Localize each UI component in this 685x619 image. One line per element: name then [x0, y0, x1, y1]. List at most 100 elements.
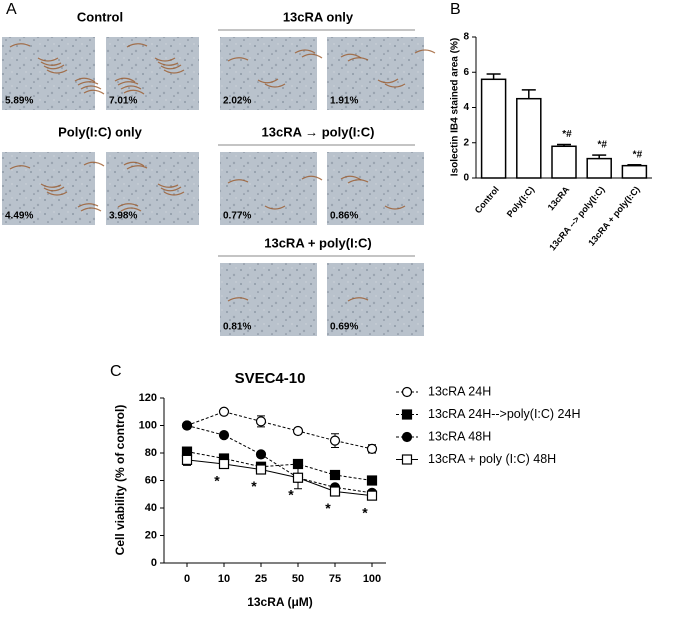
x-tick-label: 0	[184, 573, 190, 585]
y-tick-label: 0	[463, 173, 469, 184]
micrograph-title: 13cRA only	[283, 9, 354, 24]
y-tick-label: 4	[463, 102, 469, 113]
vessel	[114, 77, 136, 83]
vessel	[74, 77, 96, 83]
significance-label: *#	[633, 149, 643, 160]
series-line	[186, 425, 373, 494]
micrograph	[220, 152, 317, 225]
vessel	[160, 186, 182, 192]
y-tick-label: 8	[463, 32, 469, 43]
vessel	[80, 85, 102, 90]
micrograph-label: 0.86%	[330, 211, 358, 222]
y-tick-label: 80	[145, 447, 157, 459]
micrograph-title: Control	[77, 9, 123, 24]
vessel	[126, 165, 148, 170]
point	[181, 420, 193, 431]
vessel	[227, 179, 249, 184]
vessel	[83, 161, 105, 167]
micrograph-label: 0.77%	[223, 211, 251, 222]
x-tick-label: 10	[218, 573, 230, 585]
point	[329, 469, 341, 481]
legend-label: 13cRA 24H-->poly(I:C) 24H	[428, 407, 581, 421]
y-tick-label: 40	[145, 502, 157, 514]
vessel	[301, 175, 323, 181]
x-tick-label: 13cRA	[546, 184, 572, 212]
micrograph-label: 1.91%	[330, 96, 358, 107]
point	[218, 406, 230, 417]
significance-label: *	[288, 486, 294, 502]
micrograph-title: Poly(I:C) only	[58, 124, 143, 139]
point	[292, 425, 304, 437]
significance-label: *#	[562, 129, 572, 140]
vessel	[123, 161, 145, 167]
series-line	[186, 451, 373, 481]
y-tick-label: 2	[463, 137, 469, 148]
vessel	[347, 57, 369, 62]
vessel	[384, 205, 406, 210]
point	[181, 454, 193, 465]
vessel	[43, 64, 65, 70]
bar	[551, 145, 577, 179]
x-tick-label: 75	[329, 573, 341, 585]
vessel	[40, 61, 62, 66]
point	[218, 430, 230, 441]
series-line	[186, 411, 373, 450]
y-tick-label: 20	[145, 529, 157, 541]
vessel	[163, 69, 185, 74]
vessel	[9, 43, 31, 48]
point	[366, 475, 378, 486]
vessel	[160, 64, 182, 70]
micrograph	[220, 37, 317, 110]
panel-label: C	[110, 363, 122, 380]
vessel	[77, 203, 99, 208]
micrograph-label: 3.98%	[109, 211, 137, 222]
micrograph-label: 4.49%	[5, 211, 33, 222]
vessel	[120, 207, 142, 212]
y-axis-label: Isolectin IB4 stained area (%)	[450, 38, 461, 176]
vessel	[157, 183, 179, 188]
vessel	[43, 186, 65, 192]
micrograph	[2, 152, 95, 225]
point	[292, 472, 304, 483]
vessel	[9, 165, 31, 170]
micrograph-label: 7.01%	[109, 96, 137, 107]
micrograph	[106, 37, 199, 110]
series-line	[186, 459, 373, 497]
vessel	[227, 297, 249, 302]
bar	[480, 78, 507, 179]
vessel	[264, 205, 286, 210]
y-axis-label: Cell viability (% of control)	[113, 405, 127, 556]
vessel	[163, 191, 185, 196]
micrograph-label: 5.89%	[5, 96, 33, 107]
micrograph	[327, 37, 424, 110]
significance-label: *	[362, 504, 368, 520]
vessel	[126, 43, 148, 48]
chart-title: SVEC4-10	[235, 370, 306, 387]
vessel	[340, 53, 362, 59]
vessel	[46, 191, 68, 196]
micrograph-label: 2.02%	[223, 96, 251, 107]
y-tick-label: 6	[463, 67, 469, 78]
vessel	[46, 69, 68, 74]
significance-label: *	[214, 473, 220, 489]
legend-marker	[401, 409, 413, 420]
vessel	[347, 179, 369, 184]
vessel	[377, 78, 399, 84]
vessel	[83, 89, 105, 95]
vessel	[80, 207, 102, 212]
vessel	[257, 78, 279, 84]
point	[255, 464, 267, 475]
micrograph	[106, 152, 199, 225]
y-tick-label: 100	[139, 419, 157, 431]
legend-marker	[401, 386, 413, 398]
x-axis-label: 13cRA (μM)	[247, 595, 313, 609]
legend-marker	[401, 431, 413, 443]
vessel	[154, 57, 176, 62]
point	[218, 458, 230, 470]
vessel	[157, 61, 179, 66]
point	[366, 443, 378, 454]
point	[255, 416, 267, 427]
y-tick-label: 0	[151, 557, 157, 569]
vessel	[123, 89, 145, 95]
